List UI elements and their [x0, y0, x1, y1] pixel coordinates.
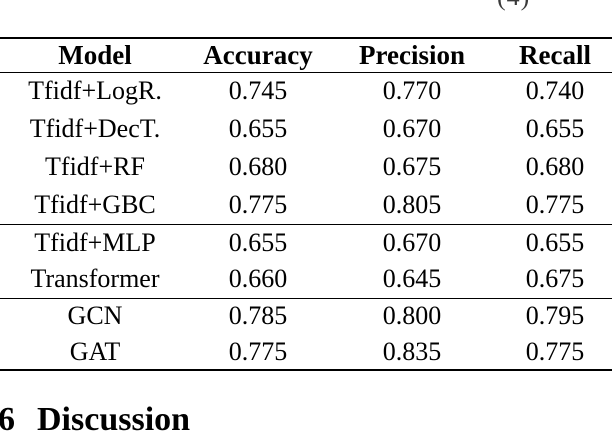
column-header-accuracy: Accuracy: [203, 39, 313, 70]
table-header-row: Model Accuracy Precision Recall: [0, 38, 612, 72]
precision-cell: 0.670: [382, 227, 442, 257]
accuracy-cell: 0.655: [228, 114, 288, 143]
results-table: Model Accuracy Precision Recall Tfidf+Lo…: [0, 37, 612, 371]
section-title: Discussion: [37, 401, 191, 438]
model-cell: Tfidf+RF: [45, 152, 145, 181]
model-cell: Tfidf+MLP: [34, 227, 156, 257]
section-heading: 6 Discussion: [0, 401, 190, 438]
column-header-model: Model: [58, 39, 132, 70]
recall-cell: 0.775: [525, 336, 585, 366]
model-cell: GAT: [69, 336, 121, 366]
recall-cell: 0.655: [525, 227, 585, 257]
table-row: Tfidf+GBC 0.775 0.805 0.775: [0, 186, 612, 224]
accuracy-cell: 0.660: [228, 264, 288, 294]
table-row: GAT 0.775 0.835 0.775: [0, 334, 612, 370]
accuracy-cell: 0.680: [228, 152, 288, 181]
accuracy-cell: 0.745: [228, 76, 288, 106]
accuracy-cell: 0.785: [228, 301, 288, 331]
recall-cell: 0.680: [525, 152, 585, 181]
equation-number-fragment: (4): [497, 0, 530, 10]
recall-cell: 0.675: [525, 264, 585, 294]
model-cell: Tfidf+DecT.: [29, 114, 161, 143]
recall-cell: 0.655: [525, 114, 585, 143]
precision-cell: 0.670: [382, 114, 442, 143]
precision-cell: 0.675: [382, 152, 442, 181]
accuracy-cell: 0.655: [228, 227, 288, 257]
column-header-recall: Recall: [519, 39, 591, 70]
table-row: Tfidf+DecT. 0.655 0.670 0.655: [0, 110, 612, 148]
accuracy-cell: 0.775: [228, 189, 288, 219]
table-row: Tfidf+LogR. 0.745 0.770 0.740: [0, 72, 612, 110]
recall-cell: 0.740: [525, 76, 585, 106]
model-cell: Transformer: [30, 264, 160, 294]
precision-cell: 0.770: [382, 76, 442, 106]
accuracy-cell: 0.775: [228, 336, 288, 366]
table-row: Transformer 0.660 0.645 0.675: [0, 261, 612, 298]
model-cell: GCN: [67, 301, 123, 331]
precision-cell: 0.805: [382, 189, 442, 219]
precision-cell: 0.645: [382, 264, 442, 294]
column-header-precision: Precision: [359, 39, 465, 70]
precision-cell: 0.835: [382, 336, 442, 366]
precision-cell: 0.800: [382, 301, 442, 331]
model-cell: Tfidf+LogR.: [28, 76, 162, 106]
recall-cell: 0.795: [525, 301, 585, 331]
table-row: GCN 0.785 0.800 0.795: [0, 298, 612, 334]
model-cell: Tfidf+GBC: [34, 189, 156, 219]
table-row: Tfidf+MLP 0.655 0.670 0.655: [0, 224, 612, 261]
table-row: Tfidf+RF 0.680 0.675 0.680: [0, 148, 612, 186]
recall-cell: 0.775: [525, 189, 585, 219]
section-number: 6: [0, 401, 15, 438]
